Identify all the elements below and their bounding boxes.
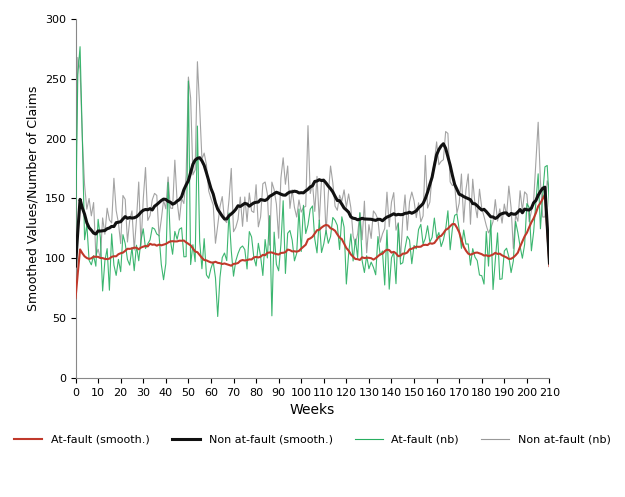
Y-axis label: Smoothed Values/Number of Claims: Smoothed Values/Number of Claims	[26, 86, 39, 311]
X-axis label: Weeks: Weeks	[290, 403, 335, 417]
Legend: At-fault (smooth.), Non at-fault (smooth.), At-fault (nb), Non at-fault (nb): At-fault (smooth.), Non at-fault (smooth…	[10, 430, 615, 449]
